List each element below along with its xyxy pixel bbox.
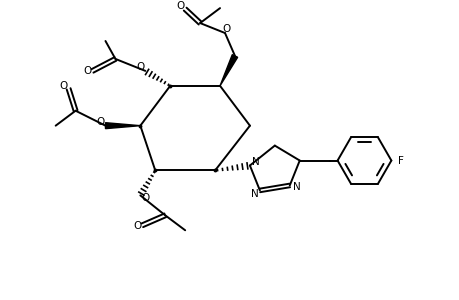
Polygon shape xyxy=(105,123,140,129)
Text: N: N xyxy=(251,189,258,200)
Text: O: O xyxy=(176,1,184,11)
Text: F: F xyxy=(397,155,403,166)
Text: O: O xyxy=(136,62,144,72)
Text: N: N xyxy=(252,157,259,166)
Text: N: N xyxy=(292,182,300,192)
Text: O: O xyxy=(141,194,149,203)
Text: O: O xyxy=(133,221,141,231)
Text: O: O xyxy=(221,24,230,34)
Polygon shape xyxy=(219,55,237,86)
Text: O: O xyxy=(83,66,91,76)
Text: O: O xyxy=(59,81,67,91)
Text: O: O xyxy=(96,117,104,127)
